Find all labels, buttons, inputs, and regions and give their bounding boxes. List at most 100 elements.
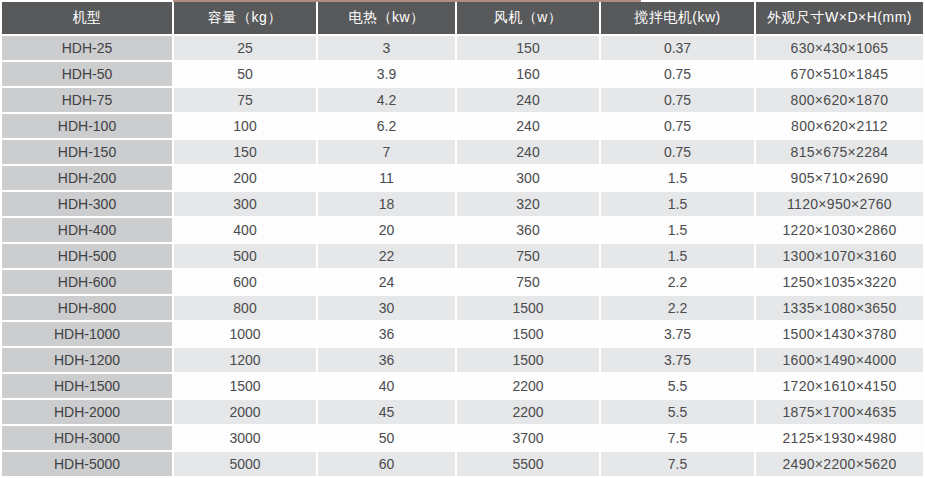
cell-capacity-kg: 200 <box>174 166 316 190</box>
cell-model: HDH-300 <box>2 192 172 216</box>
cell-heating-kw: 22 <box>318 244 455 268</box>
table-row: HDH-600600247502.21250×1035×3220 <box>2 270 923 294</box>
cell-dimensions: 2125×1930×4980 <box>756 426 923 450</box>
cell-capacity-kg: 2000 <box>174 400 316 424</box>
table-row: HDH-200020004522005.51875×1700×4635 <box>2 400 923 424</box>
cell-capacity-kg: 300 <box>174 192 316 216</box>
cell-mixer-motor-kw: 1.5 <box>601 192 754 216</box>
cell-mixer-motor-kw: 0.37 <box>601 36 754 60</box>
spec-table: 机型容量（kg）电热（kw）风机（w）搅拌电机(kw)外观尺寸W×D×H(mm)… <box>0 0 925 478</box>
cell-mixer-motor-kw: 0.75 <box>601 62 754 86</box>
cell-dimensions: 1220×1030×2860 <box>756 218 923 242</box>
table-row: HDH-200200113001.5905×710×2690 <box>2 166 923 190</box>
cell-dimensions: 1875×1700×4635 <box>756 400 923 424</box>
cell-heating-kw: 40 <box>318 374 455 398</box>
cell-heating-kw: 11 <box>318 166 455 190</box>
cell-model: HDH-1200 <box>2 348 172 372</box>
table-row: HDH-500050006055007.52490×2200×5620 <box>2 452 923 476</box>
header-cell-dimensions: 外观尺寸W×D×H(mm) <box>756 2 923 34</box>
cell-mixer-motor-kw: 0.75 <box>601 88 754 112</box>
header-cell-mixer-motor-kw: 搅拌电机(kw) <box>601 2 754 34</box>
cell-heating-kw: 24 <box>318 270 455 294</box>
cell-capacity-kg: 1000 <box>174 322 316 346</box>
cell-model: HDH-1000 <box>2 322 172 346</box>
table-row: HDH-1001006.22400.75800×620×2112 <box>2 114 923 138</box>
cell-mixer-motor-kw: 7.5 <box>601 452 754 476</box>
cell-heating-kw: 18 <box>318 192 455 216</box>
cell-dimensions: 2490×2200×5620 <box>756 452 923 476</box>
cell-mixer-motor-kw: 0.75 <box>601 140 754 164</box>
cell-fan-w: 2200 <box>457 374 599 398</box>
cell-heating-kw: 30 <box>318 296 455 320</box>
cell-model: HDH-800 <box>2 296 172 320</box>
cell-mixer-motor-kw: 3.75 <box>601 348 754 372</box>
table-row: HDH-252531500.37630×430×1065 <box>2 36 923 60</box>
cell-dimensions: 1600×1490×4000 <box>756 348 923 372</box>
table-row: HDH-300300183201.51120×950×2760 <box>2 192 923 216</box>
cell-capacity-kg: 25 <box>174 36 316 60</box>
cell-dimensions: 1720×1610×4150 <box>756 374 923 398</box>
cell-mixer-motor-kw: 5.5 <box>601 374 754 398</box>
cell-model: HDH-5000 <box>2 452 172 476</box>
cell-mixer-motor-kw: 2.2 <box>601 296 754 320</box>
cell-model: HDH-150 <box>2 140 172 164</box>
cell-dimensions: 1335×1080×3650 <box>756 296 923 320</box>
cell-model: HDH-200 <box>2 166 172 190</box>
cell-heating-kw: 6.2 <box>318 114 455 138</box>
cell-capacity-kg: 50 <box>174 62 316 86</box>
header-row: 机型容量（kg）电热（kw）风机（w）搅拌电机(kw)外观尺寸W×D×H(mm) <box>2 2 923 34</box>
cell-fan-w: 300 <box>457 166 599 190</box>
cell-fan-w: 2200 <box>457 400 599 424</box>
cell-capacity-kg: 400 <box>174 218 316 242</box>
cell-fan-w: 360 <box>457 218 599 242</box>
cell-mixer-motor-kw: 1.5 <box>601 218 754 242</box>
cell-model: HDH-500 <box>2 244 172 268</box>
table-row: HDH-50503.91600.75670×510×1845 <box>2 62 923 86</box>
table-row: HDH-500500227501.51300×1070×3160 <box>2 244 923 268</box>
cell-heating-kw: 20 <box>318 218 455 242</box>
cell-capacity-kg: 100 <box>174 114 316 138</box>
header-cell-model: 机型 <box>2 2 172 34</box>
cell-mixer-motor-kw: 7.5 <box>601 426 754 450</box>
table-row: HDH-300030005037007.52125×1930×4980 <box>2 426 923 450</box>
cell-model: HDH-600 <box>2 270 172 294</box>
cell-model: HDH-75 <box>2 88 172 112</box>
cell-dimensions: 815×675×2284 <box>756 140 923 164</box>
cell-capacity-kg: 3000 <box>174 426 316 450</box>
table-row: HDH-100010003615003.751500×1430×3780 <box>2 322 923 346</box>
cell-dimensions: 1500×1430×3780 <box>756 322 923 346</box>
cell-model: HDH-50 <box>2 62 172 86</box>
cell-model: HDH-100 <box>2 114 172 138</box>
cell-fan-w: 750 <box>457 270 599 294</box>
cell-dimensions: 670×510×1845 <box>756 62 923 86</box>
cell-model: HDH-400 <box>2 218 172 242</box>
cell-mixer-motor-kw: 2.2 <box>601 270 754 294</box>
cell-mixer-motor-kw: 5.5 <box>601 400 754 424</box>
cell-model: HDH-2000 <box>2 400 172 424</box>
cell-capacity-kg: 500 <box>174 244 316 268</box>
cell-dimensions: 905×710×2690 <box>756 166 923 190</box>
cell-heating-kw: 50 <box>318 426 455 450</box>
cell-fan-w: 3700 <box>457 426 599 450</box>
cell-fan-w: 240 <box>457 114 599 138</box>
cell-mixer-motor-kw: 3.75 <box>601 322 754 346</box>
cell-heating-kw: 3.9 <box>318 62 455 86</box>
cell-capacity-kg: 600 <box>174 270 316 294</box>
cell-fan-w: 150 <box>457 36 599 60</box>
cell-model: HDH-3000 <box>2 426 172 450</box>
cell-mixer-motor-kw: 0.75 <box>601 114 754 138</box>
table-row: HDH-15015072400.75815×675×2284 <box>2 140 923 164</box>
cell-dimensions: 1120×950×2760 <box>756 192 923 216</box>
table-row: HDH-8008003015002.21335×1080×3650 <box>2 296 923 320</box>
cell-fan-w: 160 <box>457 62 599 86</box>
top-edge-artifact-line <box>173 0 641 2</box>
cell-heating-kw: 60 <box>318 452 455 476</box>
cell-fan-w: 240 <box>457 140 599 164</box>
cell-model: HDH-25 <box>2 36 172 60</box>
cell-heating-kw: 4.2 <box>318 88 455 112</box>
cell-model: HDH-1500 <box>2 374 172 398</box>
cell-dimensions: 1250×1035×3220 <box>756 270 923 294</box>
cell-fan-w: 1500 <box>457 296 599 320</box>
cell-fan-w: 1500 <box>457 348 599 372</box>
cell-dimensions: 1300×1070×3160 <box>756 244 923 268</box>
